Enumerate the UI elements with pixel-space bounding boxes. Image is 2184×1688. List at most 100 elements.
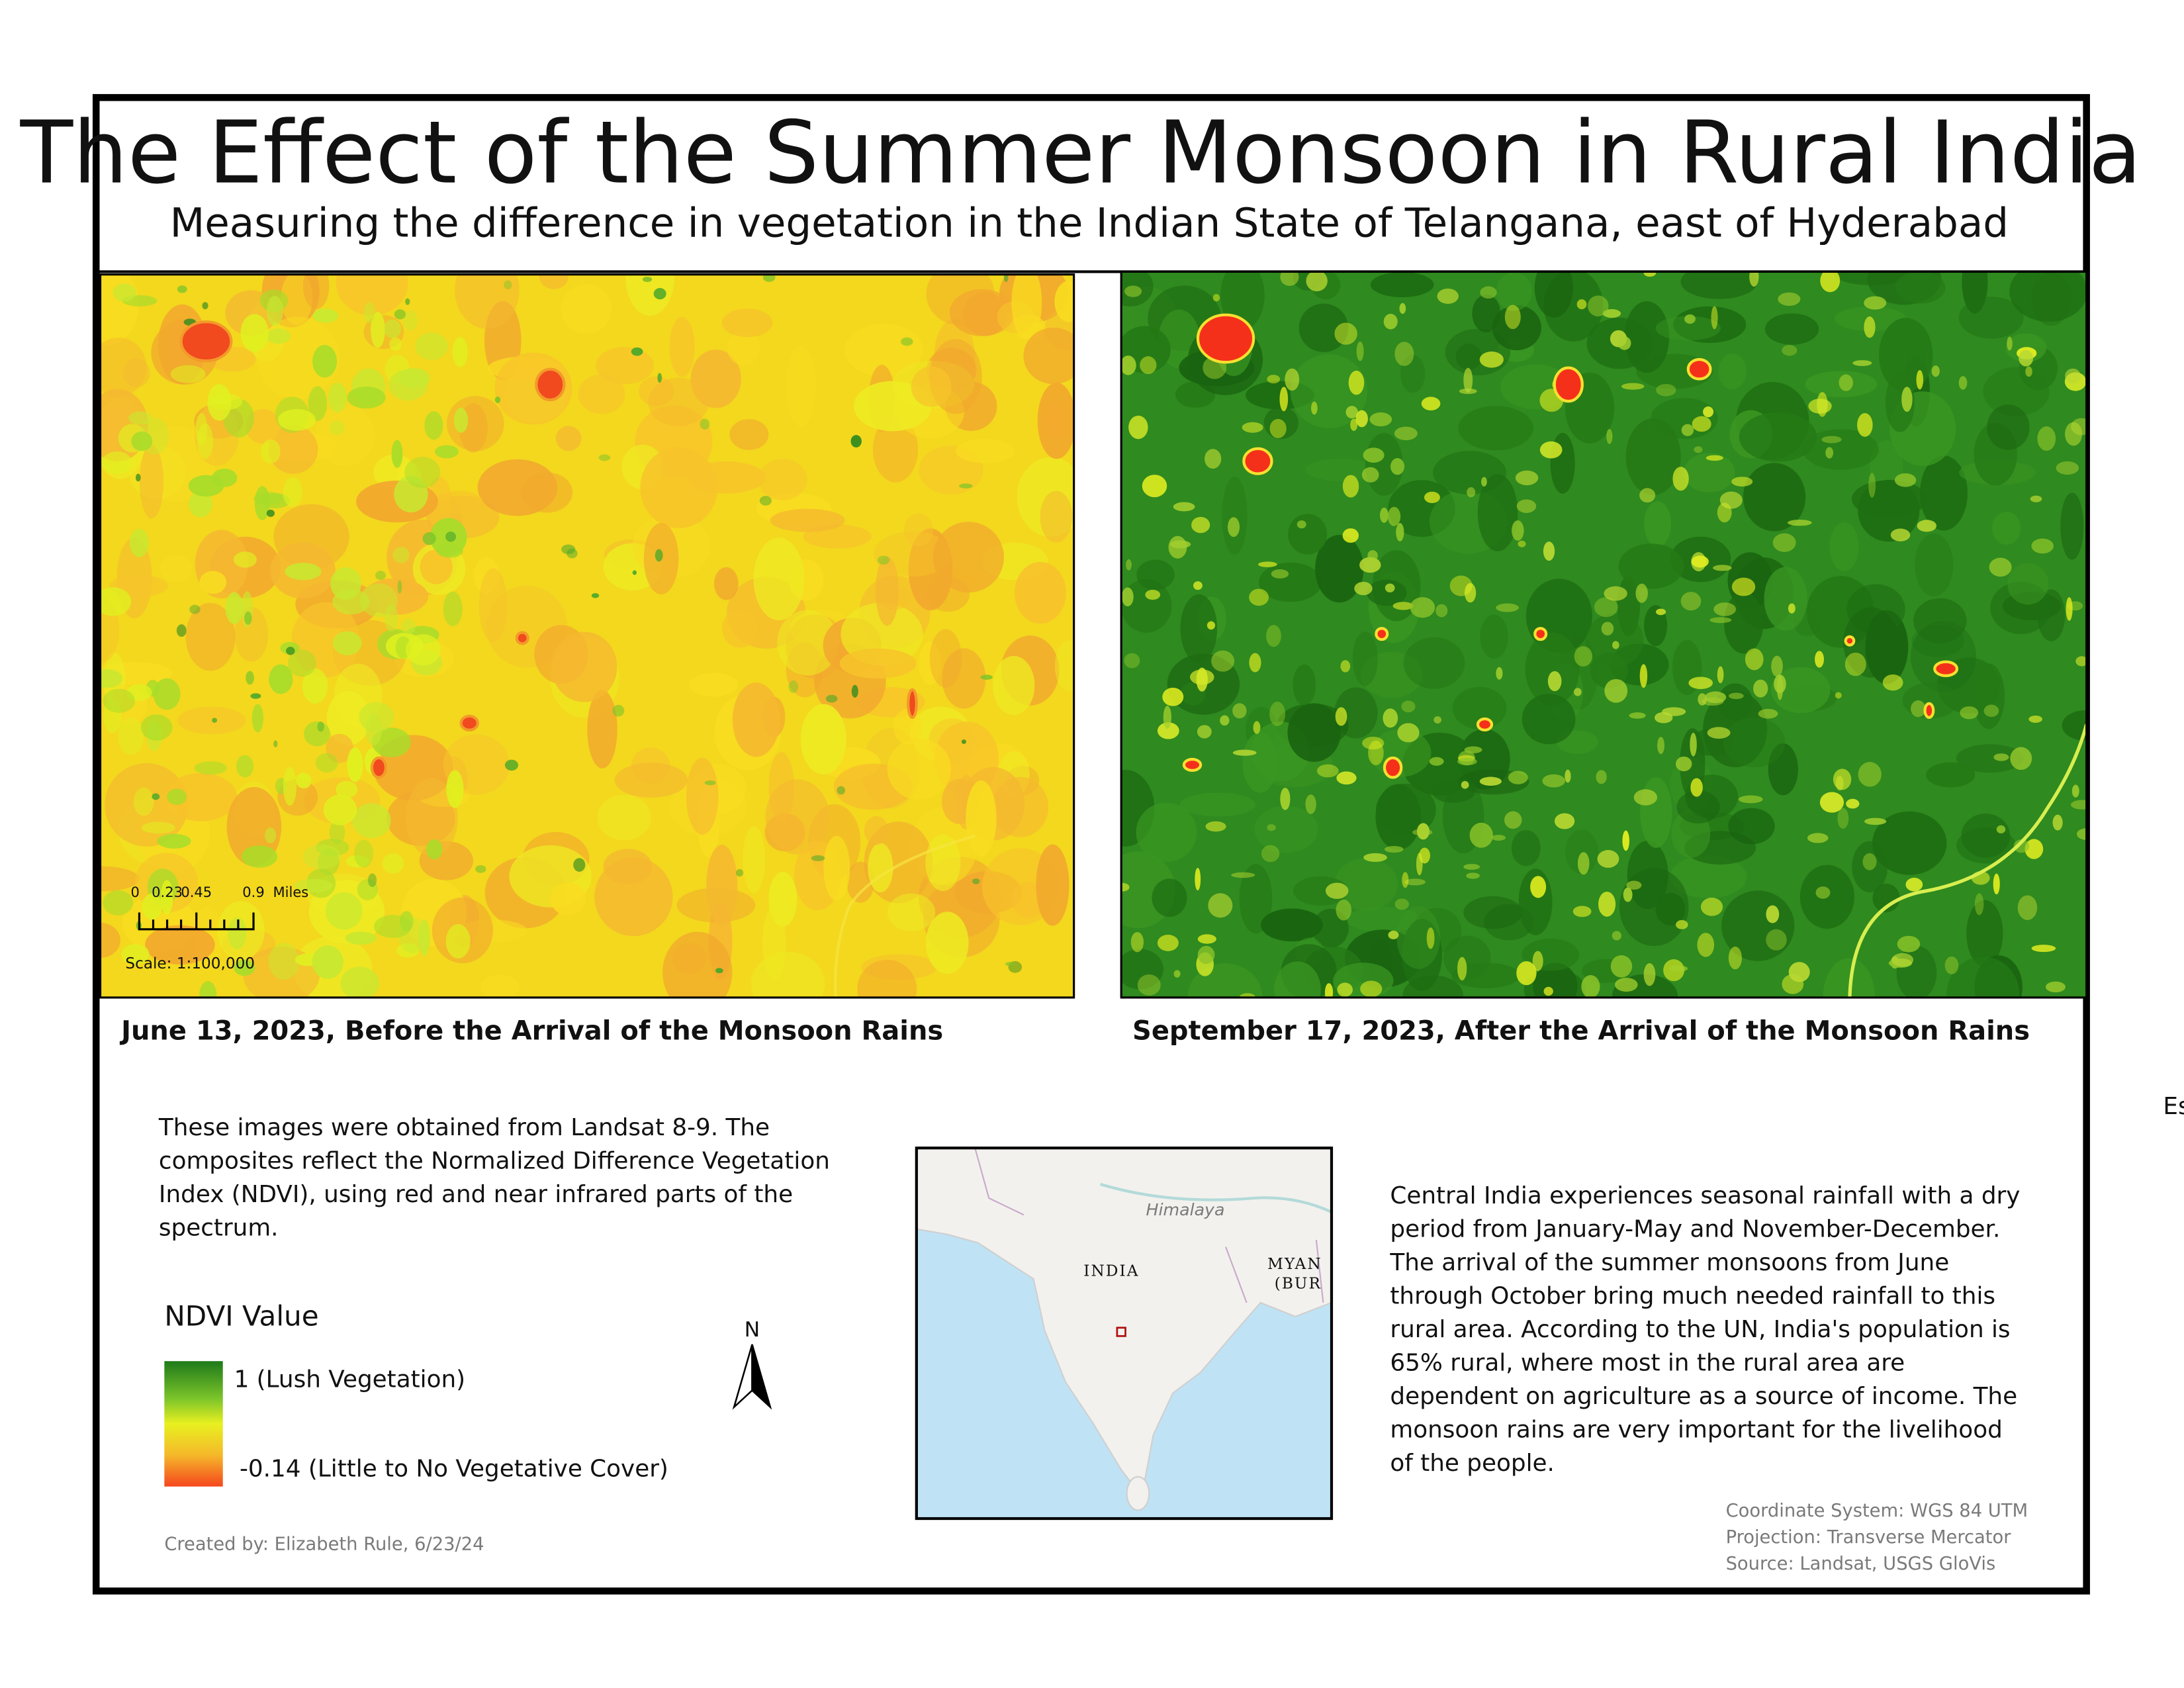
vegetation-patch xyxy=(1768,743,1798,796)
vegetation-patch xyxy=(1821,436,1842,444)
vegetation-patch xyxy=(966,780,997,857)
text-line: of the people. xyxy=(1390,1450,1555,1477)
vegetation-patch xyxy=(266,509,275,517)
vegetation-patch xyxy=(100,922,120,958)
vegetation-patch xyxy=(561,544,576,555)
vegetation-patch xyxy=(857,959,917,998)
vegetation-patch xyxy=(1672,467,1689,491)
vegetation-patch xyxy=(1421,397,1441,411)
vegetation-patch xyxy=(315,753,338,773)
vegetation-patch xyxy=(1625,418,1681,495)
vegetation-patch xyxy=(875,556,899,626)
vegetation-patch xyxy=(743,825,766,894)
vegetation-patch xyxy=(1852,360,1872,366)
vegetation-patch xyxy=(1728,946,1743,970)
vegetation-patch xyxy=(1534,271,1573,318)
vegetation-patch xyxy=(403,310,418,331)
vegetation-patch xyxy=(268,943,300,980)
vegetation-patch xyxy=(1402,872,1409,888)
vegetation-patch xyxy=(1782,345,1797,356)
vegetation-patch xyxy=(1239,993,1256,998)
vegetation-patch xyxy=(1263,406,1298,440)
vegetation-patch xyxy=(1657,737,1664,755)
vegetation-patch xyxy=(1522,694,1576,745)
vegetation-patch xyxy=(1232,703,1247,719)
vegetation-patch xyxy=(1437,288,1459,305)
vegetation-patch xyxy=(236,755,254,778)
vegetation-patch xyxy=(1054,281,1074,322)
vegetation-patch xyxy=(1014,561,1066,624)
vegetation-patch xyxy=(1694,446,1703,453)
inset-label: MYAN xyxy=(1267,1256,1322,1273)
vegetation-patch xyxy=(250,693,261,699)
legend-title: NDVI Value xyxy=(164,1299,318,1332)
vegetation-patch xyxy=(872,416,919,483)
vegetation-patch xyxy=(1285,368,1300,391)
vegetation-patch xyxy=(128,411,152,425)
vegetation-patch xyxy=(1635,583,1648,603)
vegetation-patch xyxy=(1643,271,1657,277)
vegetation-patch xyxy=(1680,271,1758,299)
vegetation-patch xyxy=(268,425,318,474)
vegetation-patch xyxy=(1581,975,1600,998)
vegetation-patch xyxy=(1758,708,1778,719)
vegetation-patch xyxy=(1857,413,1873,437)
vegetation-patch xyxy=(2025,839,2044,859)
vegetation-patch xyxy=(1383,708,1398,728)
vegetation-patch xyxy=(578,374,625,414)
vegetation-patch xyxy=(1258,561,1277,567)
vegetation-patch xyxy=(308,386,328,422)
vegetation-patch xyxy=(1458,406,1533,451)
vegetation-patch xyxy=(1774,675,1786,694)
vegetation-patch xyxy=(714,567,739,600)
vegetation-patch xyxy=(1530,876,1547,898)
vegetation-patch xyxy=(1359,557,1381,573)
vegetation-patch xyxy=(539,274,569,289)
vegetation-patch xyxy=(1862,853,1877,870)
vegetation-patch xyxy=(844,323,923,377)
vegetation-patch xyxy=(868,843,893,893)
vegetation-patch xyxy=(1894,473,1917,487)
vegetation-patch xyxy=(1919,455,1968,531)
vegetation-patch xyxy=(1392,602,1414,610)
vegetation-patch xyxy=(296,773,312,789)
vegetation-patch xyxy=(949,289,1015,336)
vegetation-patch xyxy=(1363,853,1387,862)
vegetation-patch xyxy=(722,308,773,338)
vegetation-patch xyxy=(1205,449,1222,469)
vegetation-patch xyxy=(1367,579,1407,606)
vegetation-patch xyxy=(1269,418,1287,438)
vegetation-patch xyxy=(199,571,227,594)
vegetation-patch xyxy=(352,803,391,838)
vegetation-patch xyxy=(340,966,379,998)
vegetation-patch xyxy=(839,648,917,679)
vegetation-patch xyxy=(1823,958,1875,998)
north-label: N xyxy=(745,1318,760,1342)
vegetation-patch xyxy=(980,675,993,680)
vegetation-patch xyxy=(1690,778,1703,797)
vegetation-patch xyxy=(1676,919,1688,929)
vegetation-patch xyxy=(1621,383,1645,390)
vegetation-patch xyxy=(1532,951,1543,971)
vegetation-patch xyxy=(233,551,257,568)
vegetation-patch xyxy=(561,284,612,334)
vegetation-patch xyxy=(1315,534,1364,603)
vegetation-patch xyxy=(1644,501,1672,547)
vegetation-patch xyxy=(1618,543,1684,589)
vegetation-patch xyxy=(1690,732,1697,757)
vegetation-patch xyxy=(246,671,254,685)
vegetation-patch xyxy=(1771,655,1783,677)
vegetation-patch xyxy=(1713,565,1732,571)
vegetation-patch xyxy=(357,879,379,901)
vegetation-patch xyxy=(729,419,769,450)
vegetation-patch xyxy=(480,974,520,998)
vegetation-patch xyxy=(722,609,758,648)
vegetation-patch xyxy=(2076,828,2087,840)
vegetation-patch xyxy=(1193,581,1203,590)
vegetation-patch xyxy=(825,694,838,703)
vegetation-patch xyxy=(1958,376,1968,390)
vegetation-patch xyxy=(1764,313,1819,345)
vegetation-patch xyxy=(614,763,688,798)
vegetation-patch xyxy=(264,827,277,843)
